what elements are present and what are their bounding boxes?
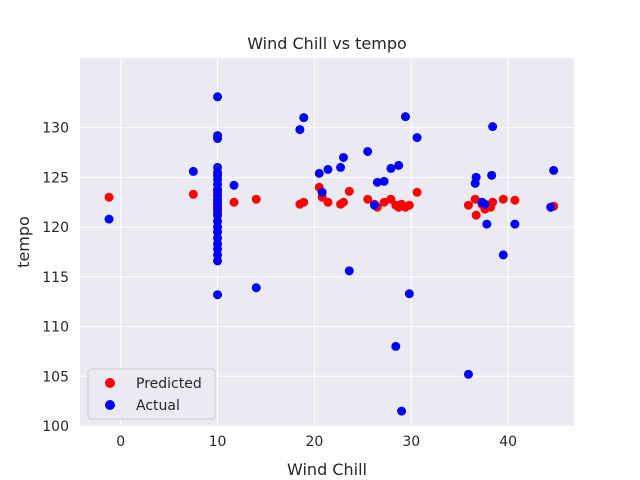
y-tick-label: 130 — [42, 121, 69, 137]
point-actual — [386, 163, 396, 173]
point-actual — [213, 256, 223, 266]
y-tick-label: 100 — [42, 419, 69, 435]
y-tick-label: 120 — [42, 220, 69, 236]
point-actual — [404, 289, 414, 299]
point-actual — [400, 112, 410, 122]
point-actual — [213, 134, 223, 144]
x-axis-label: Wind Chill — [287, 460, 367, 479]
point-actual — [471, 172, 481, 182]
x-tick-label: 30 — [402, 434, 420, 450]
point-predicted — [470, 194, 480, 204]
point-actual — [229, 180, 239, 190]
plot-area — [80, 58, 574, 426]
point-actual — [546, 202, 556, 212]
point-actual — [251, 283, 261, 293]
data-points — [104, 92, 559, 416]
point-actual — [487, 170, 497, 180]
point-predicted — [299, 197, 309, 207]
point-predicted — [379, 197, 389, 207]
point-actual — [213, 290, 223, 300]
point-actual — [391, 341, 401, 351]
x-tick-label: 0 — [116, 434, 125, 450]
point-predicted — [386, 194, 396, 204]
point-actual — [363, 146, 373, 156]
point-actual — [295, 125, 305, 135]
point-predicted — [412, 187, 422, 197]
legend-box — [87, 368, 216, 420]
point-predicted — [463, 200, 473, 210]
point-actual — [397, 406, 407, 416]
legend-marker-actual — [105, 400, 115, 410]
point-actual — [188, 166, 198, 176]
point-predicted — [471, 210, 481, 220]
point-actual — [299, 113, 309, 123]
point-actual — [369, 200, 379, 210]
point-actual — [379, 176, 389, 186]
point-predicted — [104, 192, 114, 202]
point-actual — [104, 214, 114, 224]
x-tick-label: 40 — [499, 434, 517, 450]
point-actual — [317, 187, 327, 197]
y-tick-label: 105 — [42, 369, 69, 385]
y-tick-label: 115 — [42, 270, 69, 286]
point-predicted — [404, 200, 414, 210]
point-predicted — [363, 194, 373, 204]
point-actual — [480, 199, 490, 209]
x-tick-labels: 0 10 20 30 40 — [116, 434, 517, 450]
y-axis-label: tempo — [14, 216, 33, 268]
grid — [80, 58, 574, 427]
point-actual — [482, 219, 492, 229]
point-predicted — [188, 189, 198, 199]
point-actual — [510, 219, 520, 229]
x-tick-label: 20 — [305, 434, 323, 450]
point-predicted — [251, 194, 261, 204]
point-actual — [412, 133, 422, 143]
point-actual — [549, 165, 559, 175]
legend: Predicted Actual — [87, 368, 216, 420]
point-predicted — [510, 195, 520, 205]
legend-label-predicted: Predicted — [136, 376, 202, 392]
point-predicted — [344, 186, 354, 196]
point-predicted — [229, 197, 239, 207]
point-actual — [344, 266, 354, 276]
point-actual — [323, 164, 333, 174]
y-tick-label: 110 — [42, 320, 69, 336]
x-tick-label: 10 — [209, 434, 227, 450]
point-actual — [488, 122, 498, 132]
point-actual — [463, 369, 473, 379]
point-predicted — [488, 197, 498, 207]
point-actual — [372, 177, 382, 187]
point-actual — [394, 160, 404, 170]
point-actual — [336, 162, 346, 172]
point-actual — [314, 168, 324, 178]
y-tick-label: 125 — [42, 170, 69, 186]
legend-marker-predicted — [105, 378, 115, 388]
point-actual — [498, 250, 508, 260]
legend-label-actual: Actual — [136, 398, 180, 414]
point-actual — [338, 152, 348, 162]
point-predicted — [323, 197, 333, 207]
point-actual — [213, 92, 223, 102]
y-tick-labels: 100 105 110 115 120 125 130 — [42, 121, 69, 435]
point-predicted — [498, 194, 508, 204]
chart-title: Wind Chill vs tempo — [247, 34, 407, 53]
point-predicted — [338, 197, 348, 207]
